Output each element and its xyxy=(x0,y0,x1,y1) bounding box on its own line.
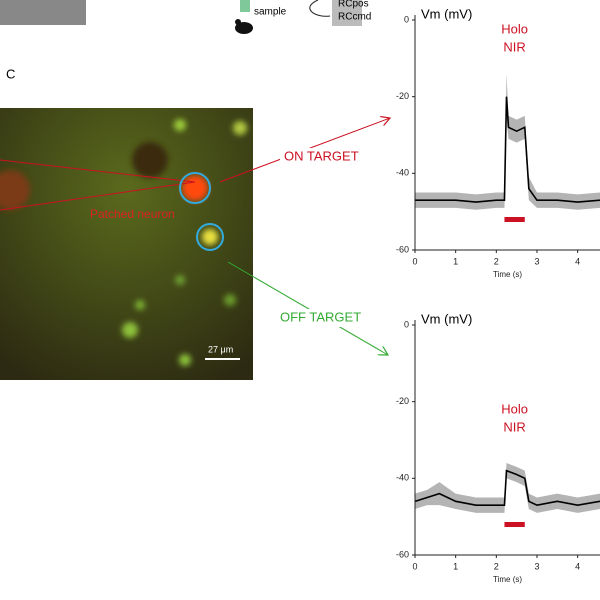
y-tick-label: -20 xyxy=(396,91,409,101)
target-circle xyxy=(179,172,211,204)
error-band xyxy=(415,73,600,210)
x-tick-label: 0 xyxy=(412,256,417,266)
rc-pos: RCpos xyxy=(338,0,369,10)
x-tick-label: 4 xyxy=(575,256,580,266)
connector xyxy=(309,0,331,17)
trace xyxy=(415,96,600,203)
y-tick-label: -40 xyxy=(396,473,409,483)
y-tick-label: -60 xyxy=(396,244,409,254)
target-circle xyxy=(196,223,224,251)
stim-bar xyxy=(504,522,525,527)
x-axis-label: Time (s) xyxy=(493,575,522,584)
y-axis-label: Vm (mV) xyxy=(421,311,472,326)
y-tick-label: -60 xyxy=(396,549,409,559)
stim-label: Holo xyxy=(501,401,528,416)
x-tick-label: 0 xyxy=(412,561,417,571)
x-tick-label: 1 xyxy=(453,561,458,571)
y-tick-label: -40 xyxy=(396,168,409,178)
x-tick-label: 3 xyxy=(534,561,539,571)
pipette-line xyxy=(0,181,196,211)
rc-box xyxy=(332,0,362,26)
label-bg xyxy=(276,309,376,327)
error-band xyxy=(415,463,600,513)
y-tick-label: 0 xyxy=(404,319,409,329)
panel-label: C xyxy=(6,66,15,81)
off-target-arrow xyxy=(227,261,388,355)
stim-label: NIR xyxy=(503,39,525,54)
label-bg xyxy=(280,148,372,166)
off-target-label: OFF TARGET xyxy=(280,309,361,324)
x-tick-label: 2 xyxy=(494,256,499,266)
sample-label: sample xyxy=(254,7,287,18)
cells xyxy=(0,119,247,366)
mouse-ear xyxy=(235,19,241,25)
y-tick-label: 0 xyxy=(404,14,409,24)
scale-bar-label: 27 μm xyxy=(208,344,233,354)
x-tick-label: 2 xyxy=(494,561,499,571)
fiber xyxy=(240,0,250,12)
x-tick-label: 1 xyxy=(453,256,458,266)
x-tick-label: 4 xyxy=(575,561,580,571)
x-axis-label: Time (s) xyxy=(493,270,522,279)
stim-label: Holo xyxy=(501,21,528,36)
y-axis-label: Vm (mV) xyxy=(421,6,472,21)
stim-bar xyxy=(504,217,525,222)
mouse-icon xyxy=(235,22,253,34)
rc-cmd: RCcmd xyxy=(338,12,371,23)
micrograph: Patched neuron 27 μm xyxy=(0,108,253,380)
on-target-label: ON TARGET xyxy=(284,148,359,163)
panel-fragment xyxy=(0,0,86,25)
pipette-line xyxy=(0,159,196,183)
y-tick-label: -20 xyxy=(396,396,409,406)
stim-label: NIR xyxy=(503,419,525,434)
image-background xyxy=(0,108,253,380)
x-tick-label: 3 xyxy=(534,256,539,266)
trace xyxy=(414,469,600,507)
patched-label: Patched neuron xyxy=(90,207,175,221)
